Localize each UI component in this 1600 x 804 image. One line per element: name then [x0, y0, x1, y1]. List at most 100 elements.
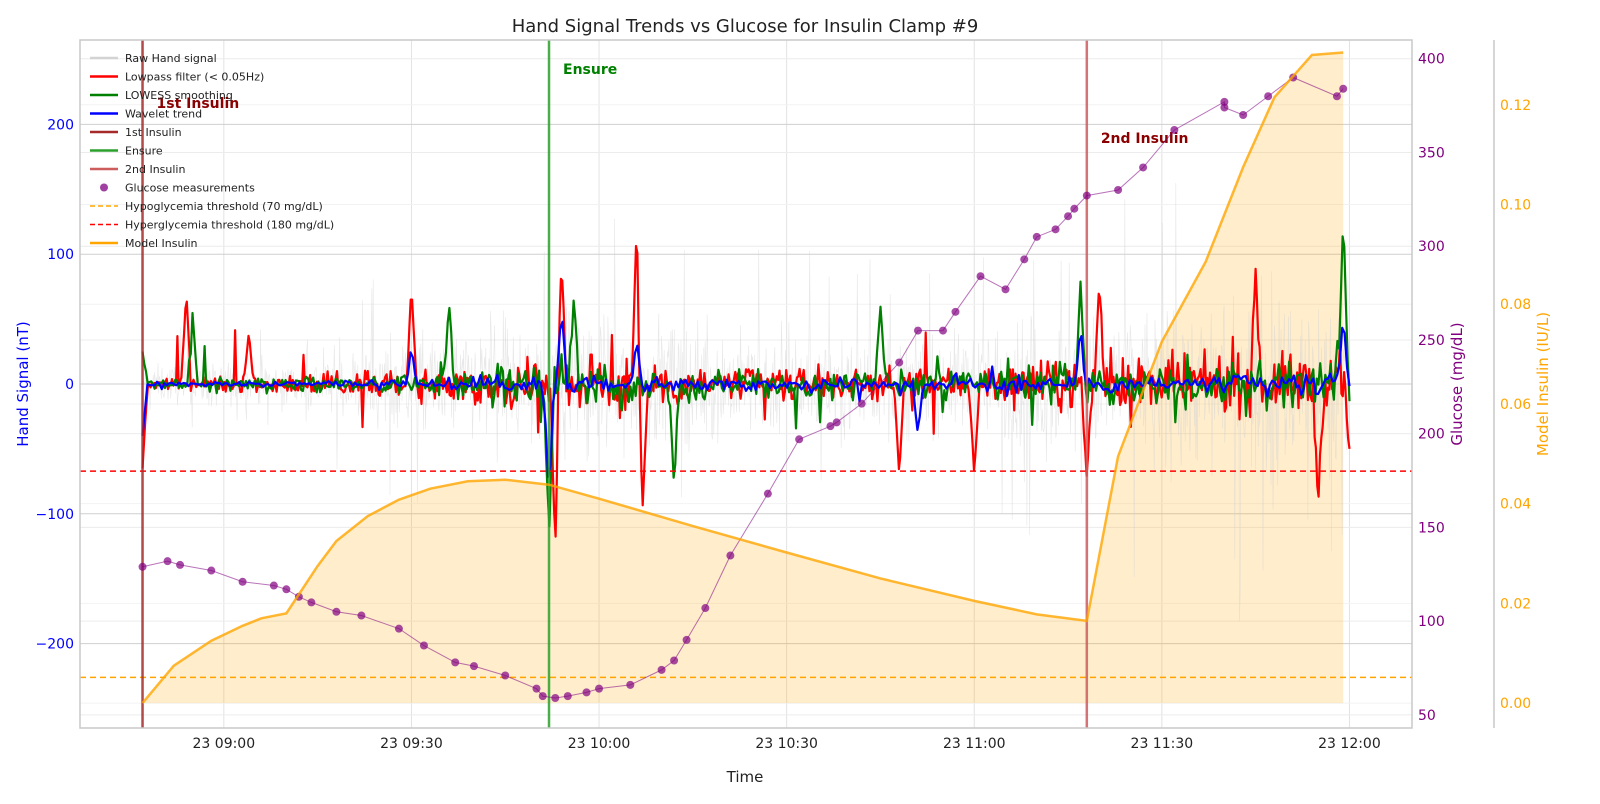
glucose-point — [394, 624, 403, 633]
glucose-point — [1032, 232, 1041, 241]
wavelet-trend-line — [141, 320, 1351, 478]
y-tick-label-insulin: 0.04 — [1500, 497, 1531, 513]
glucose-point — [701, 604, 710, 613]
legend-item-lowess-smoothing: LOWESS smoothing — [90, 89, 233, 102]
axes-layer: 23 09:00 23 09:30 23 10:00 23 10:30 23 11:00… — [14, 40, 1552, 752]
glucose-point — [469, 662, 478, 671]
y-tick-label-glucose: 200 — [1418, 427, 1445, 443]
glucose-point — [763, 489, 772, 498]
glucose-point — [657, 665, 666, 674]
legend-label: Glucose measurements — [125, 182, 255, 195]
glucose-point — [532, 684, 541, 693]
x-tick-label: 23 10:30 — [755, 736, 818, 752]
glucose-point — [357, 611, 366, 620]
x-tick-label: 23 10:00 — [568, 736, 631, 752]
y-axis-label-left: Hand Signal (nT) — [14, 321, 32, 447]
x-tick-label: 23 11:30 — [1131, 736, 1194, 752]
glucose-point — [207, 566, 216, 575]
legend-label: 2nd Insulin — [125, 163, 185, 176]
glucose-point — [501, 671, 510, 680]
glucose-point — [1339, 84, 1348, 93]
legend-label: 1st Insulin — [125, 126, 182, 139]
glucose-point — [1001, 285, 1010, 294]
y-tick-label-glucose: 400 — [1418, 52, 1445, 68]
y-axis-label-insulin: Model Insulin (IU/L) — [1534, 312, 1552, 456]
y-tick-label-glucose: 50 — [1418, 708, 1436, 724]
glucose-point — [857, 399, 866, 408]
legend-label: Hyperglycemia threshold (180 mg/dL) — [125, 219, 334, 232]
glucose-point — [1051, 225, 1060, 234]
glucose-point — [238, 577, 247, 586]
model-insulin-layer — [141, 51, 1344, 704]
glucose-point — [163, 557, 172, 566]
glucose-point — [670, 656, 679, 665]
y-tick-label-left: 100 — [47, 247, 74, 263]
legend-item-lowpass-filter-0-05hz: Lowpass filter (< 0.05Hz) — [90, 71, 264, 84]
1st-insulin-annotation: 1st Insulin — [157, 96, 240, 112]
glucose-point — [1020, 255, 1029, 264]
model-insulin-line — [141, 51, 1344, 704]
legend-item-raw-hand-signal: Raw Hand signal — [90, 52, 217, 65]
x-tick-label: 23 09:30 — [380, 736, 443, 752]
y-tick-label-glucose: 250 — [1418, 333, 1445, 349]
glucose-point — [1070, 204, 1079, 213]
plot-frame — [79, 39, 1413, 729]
glucose-point — [307, 598, 316, 607]
glucose-point — [895, 358, 904, 367]
legend-item-model-insulin: Model Insulin — [90, 237, 198, 250]
glucose-point — [1170, 125, 1179, 134]
glucose-point — [682, 635, 691, 644]
glucose-point — [1139, 163, 1148, 172]
glucose-point — [138, 562, 147, 571]
y-tick-label-glucose: 100 — [1418, 614, 1445, 630]
legend-label: Wavelet trend — [125, 108, 202, 121]
legend-item-hypoglycemia-threshold-70-mg-dl: Hypoglycemia threshold (70 mg/dL) — [90, 200, 323, 213]
glucose-point — [1220, 103, 1229, 112]
glucose-point — [1264, 92, 1273, 101]
x-tick-label: 23 09:00 — [193, 736, 256, 752]
legend-item-1st-insulin: 1st Insulin — [90, 126, 182, 139]
glucose-point — [726, 551, 735, 560]
y-tick-label-insulin: 0.00 — [1500, 696, 1531, 712]
glucose-point — [976, 272, 985, 281]
glucose-point — [826, 422, 835, 431]
plot-border — [79, 39, 1413, 729]
glucose-point — [332, 607, 341, 616]
legend-item-glucose-measurements: Glucose measurements — [100, 182, 255, 195]
x-tick-label: 23 11:00 — [943, 736, 1006, 752]
glucose-point — [1114, 185, 1123, 194]
glucose-point — [1220, 97, 1229, 106]
legend: Raw Hand signal Lowpass filter (< 0.05Hz)… — [90, 52, 334, 250]
y-tick-label-insulin: 0.12 — [1500, 98, 1531, 114]
chart-title: Hand Signal Trends vs Glucose for Insuli… — [512, 16, 979, 37]
y-tick-label-insulin: 0.06 — [1500, 397, 1531, 413]
legend-label: LOWESS smoothing — [125, 89, 233, 102]
glucose-point — [582, 688, 591, 697]
glucose-point — [551, 694, 560, 703]
y-tick-label-glucose: 150 — [1418, 520, 1445, 536]
glucose-point — [913, 326, 922, 335]
model-insulin-area — [142, 52, 1344, 704]
event-lines-layer: 1st Insulin Ensure 2nd Insulin — [80, 40, 1412, 728]
glucose-point — [1082, 191, 1091, 200]
glucose-point — [451, 658, 460, 667]
y-tick-label-glucose: 300 — [1418, 239, 1445, 255]
glucose-point — [938, 326, 947, 335]
y-tick-label-left: 200 — [47, 117, 74, 133]
y-tick-label-left: −100 — [36, 507, 74, 523]
glucose-point — [563, 692, 572, 701]
y-tick-label-insulin: 0.02 — [1500, 596, 1531, 612]
glucose-point — [176, 560, 185, 569]
legend-label: Ensure — [125, 145, 163, 158]
y-tick-label-insulin: 0.10 — [1500, 198, 1531, 214]
y-tick-label-insulin: 0.08 — [1500, 297, 1531, 313]
legend-label: Raw Hand signal — [125, 52, 217, 65]
y-axis-label-glucose: Glucose (mg/dL) — [1448, 322, 1466, 445]
glucose-point — [1239, 110, 1248, 119]
x-axis-label: Time — [726, 768, 764, 786]
2nd-insulin-annotation: 2nd Insulin — [1101, 131, 1189, 147]
glucose-point — [419, 641, 428, 650]
legend-label: Hypoglycemia threshold (70 mg/dL) — [125, 200, 323, 213]
glucose-point — [269, 581, 278, 590]
